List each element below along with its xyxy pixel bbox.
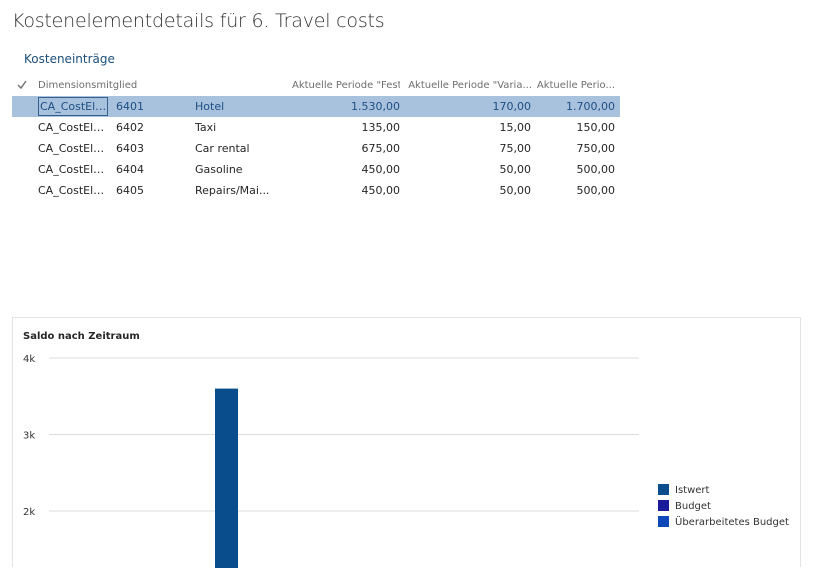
cell-number: 6404 <box>116 163 144 176</box>
cost-entries-grid: Dimensionsmitglied Aktuelle Periode "Fes… <box>12 78 620 201</box>
legend-item[interactable]: Istwert <box>658 484 789 500</box>
y-tick-label: 4k <box>23 354 35 365</box>
legend-label: Istwert <box>675 485 710 496</box>
cell-variable: 75,00 <box>499 142 532 155</box>
cell-variable: 170,00 <box>492 100 532 113</box>
table-row[interactable]: CA_CostEle... 6402 Taxi 135,00 15,00 150… <box>12 117 620 138</box>
section-title-cost-entries[interactable]: Kosteneinträge <box>24 52 115 66</box>
cell-dimension-member: CA_CostEle... <box>38 184 108 197</box>
cell-dimension-member[interactable]: CA_CostElem <box>38 97 108 116</box>
cell-description: Hotel <box>195 100 225 113</box>
cell-fixed: 135,00 <box>361 121 401 134</box>
cell-total: 750,00 <box>576 142 616 155</box>
cell-fixed: 675,00 <box>361 142 401 155</box>
cell-total: 500,00 <box>576 184 616 197</box>
cell-variable: 15,00 <box>499 121 532 134</box>
chart-legend: Istwert Budget Überarbeitetes Budget <box>658 484 789 532</box>
cell-description: Taxi <box>195 121 217 134</box>
legend-swatch <box>658 500 669 511</box>
cell-number: 6402 <box>116 121 144 134</box>
legend-label: Überarbeitetes Budget <box>675 517 789 528</box>
balance-chart: 4k 3k 2k <box>23 354 639 568</box>
cell-fixed: 1.530,00 <box>351 100 400 113</box>
table-row[interactable]: CA_CostEle... 6403 Car rental 675,00 75,… <box>12 138 620 159</box>
y-tick-label: 2k <box>23 507 35 518</box>
legend-label: Budget <box>675 501 711 512</box>
legend-item[interactable]: Budget <box>658 500 789 516</box>
cell-description: Gasoline <box>195 163 243 176</box>
bar-istwert[interactable] <box>215 388 238 568</box>
y-tick-label: 3k <box>23 431 35 442</box>
cell-dimension-member: CA_CostEle... <box>38 121 108 134</box>
balance-by-period-chart-panel: Saldo nach Zeitraum 4k 3k 2k Istwert Budget… <box>12 317 801 568</box>
page-title: Kostenelementdetails für 6. Travel costs <box>12 10 385 32</box>
cell-dimension-member: CA_CostEle... <box>38 142 108 155</box>
legend-swatch <box>658 516 669 527</box>
check-icon[interactable] <box>17 79 27 91</box>
grid-header: Dimensionsmitglied Aktuelle Periode "Fes… <box>12 78 620 96</box>
cell-description: Repairs/Mai... <box>195 184 270 197</box>
cell-total: 1.700,00 <box>566 100 615 113</box>
table-row[interactable]: CA_CostEle... 6405 Repairs/Mai... 450,00… <box>12 180 620 201</box>
cell-fixed: 450,00 <box>361 163 401 176</box>
cell-description: Car rental <box>195 142 250 155</box>
column-header-dimension-member[interactable]: Dimensionsmitglied <box>38 80 138 91</box>
cell-fixed: 450,00 <box>361 184 401 197</box>
cell-total: 150,00 <box>576 121 616 134</box>
column-header-current-period-fixed[interactable]: Aktuelle Periode "Fest" <box>292 80 400 91</box>
table-row[interactable]: CA_CostEle... 6404 Gasoline 450,00 50,00… <box>12 159 620 180</box>
legend-item[interactable]: Überarbeitetes Budget <box>658 516 789 532</box>
cell-variable: 50,00 <box>499 184 532 197</box>
cell-dimension-member: CA_CostEle... <box>38 163 108 176</box>
legend-swatch <box>658 484 669 495</box>
cell-number: 6403 <box>116 142 144 155</box>
table-row[interactable]: CA_CostElem 6401 Hotel 1.530,00 170,00 1… <box>12 96 620 117</box>
chart-title: Saldo nach Zeitraum <box>23 331 140 342</box>
cell-total: 500,00 <box>576 163 616 176</box>
column-header-current-period-total[interactable]: Aktuelle Perio... <box>536 80 615 91</box>
column-header-current-period-variable[interactable]: Aktuelle Periode "Varia... <box>408 80 532 91</box>
cell-variable: 50,00 <box>499 163 532 176</box>
cell-number: 6405 <box>116 184 144 197</box>
cell-number: 6401 <box>116 100 144 113</box>
